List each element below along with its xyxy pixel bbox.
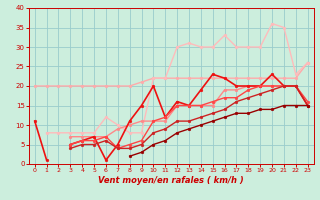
X-axis label: Vent moyen/en rafales ( km/h ): Vent moyen/en rafales ( km/h ) — [98, 176, 244, 185]
